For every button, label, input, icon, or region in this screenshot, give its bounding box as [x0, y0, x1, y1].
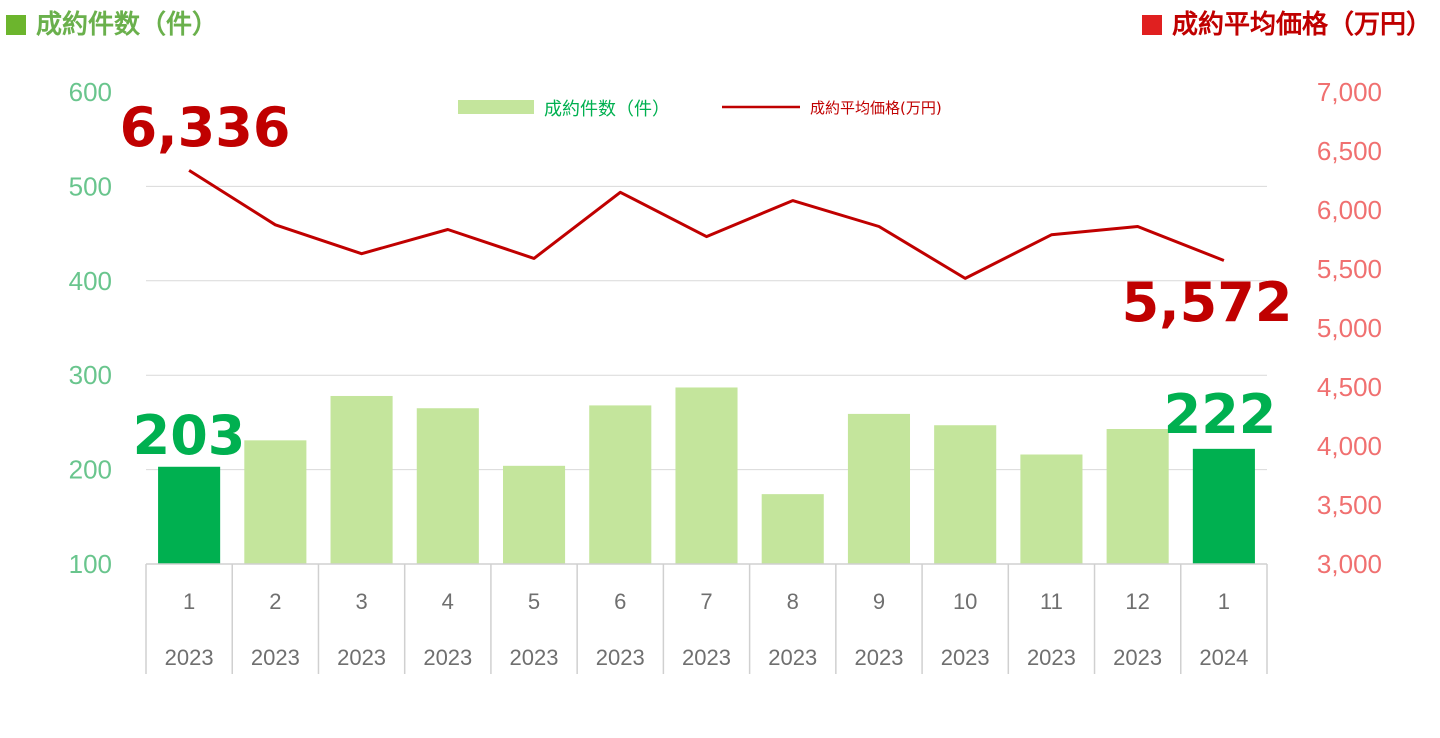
month-label: 1: [1218, 589, 1230, 614]
category-axis-table: 1 2023 2 2023 3 2023 4 2023 5 2023 6 2023 7 2023 8 2023…: [145, 563, 1268, 674]
year-label: 2023: [596, 645, 645, 670]
bar: [502, 465, 566, 564]
left-axis-title: 成約件数（件）: [6, 4, 218, 41]
right-tick-label: 3,000: [1317, 549, 1382, 579]
year-label: 2023: [423, 645, 472, 670]
year-label: 2023: [165, 645, 214, 670]
left-tick-label: 300: [69, 360, 112, 390]
annotation-last-count: 222: [1164, 383, 1277, 446]
legend-bar-label: 成約件数（件）: [544, 99, 670, 120]
left-tick-label: 500: [69, 171, 112, 201]
right-axis-title: 成約平均価格（万円）: [1141, 4, 1432, 41]
bar: [158, 466, 221, 564]
bar: [1106, 429, 1169, 564]
line-series: [188, 169, 1225, 280]
green-square-icon: [6, 15, 26, 35]
value-annotations: 6,336 5,572 203 222: [120, 96, 1293, 467]
right-tick-label: 5,500: [1317, 254, 1382, 284]
month-label: 9: [873, 589, 885, 614]
bar: [847, 413, 911, 564]
bar: [675, 387, 738, 564]
year-label: 2023: [1027, 645, 1076, 670]
month-label: 12: [1125, 589, 1149, 614]
right-tick-label: 4,500: [1317, 372, 1382, 402]
right-tick-label: 3,500: [1317, 490, 1382, 520]
month-label: 7: [700, 589, 712, 614]
bar: [1020, 454, 1083, 564]
bar: [416, 408, 479, 564]
month-label: 10: [953, 589, 977, 614]
year-label: 2024: [1199, 645, 1248, 670]
left-tick-label: 600: [69, 77, 112, 107]
legend: 成約件数（件） 成約平均価格(万円): [458, 99, 942, 120]
month-label: 11: [1040, 589, 1063, 614]
right-tick-label: 6,500: [1317, 136, 1382, 166]
month-label: 8: [787, 589, 799, 614]
year-label: 2023: [941, 645, 990, 670]
month-label: 6: [614, 589, 626, 614]
right-tick-label: 4,000: [1317, 431, 1382, 461]
right-tick-label: 7,000: [1317, 77, 1382, 107]
bar: [244, 440, 307, 564]
bar: [1192, 448, 1255, 564]
bar: [934, 425, 997, 564]
year-label: 2023: [768, 645, 817, 670]
left-tick-label: 400: [69, 266, 112, 296]
annotation-first-price: 6,336: [120, 96, 291, 159]
month-label: 3: [355, 589, 367, 614]
left-tick-label: 100: [69, 549, 112, 579]
annotation-last-price: 5,572: [1122, 271, 1293, 334]
red-square-icon: [1141, 15, 1162, 35]
bar: [330, 395, 393, 564]
year-label: 2023: [682, 645, 731, 670]
month-label: 5: [528, 589, 540, 614]
annotation-first-count: 203: [133, 404, 246, 467]
month-label: 4: [442, 589, 454, 614]
bar: [761, 494, 824, 564]
legend-line-label: 成約平均価格(万円): [810, 99, 942, 117]
year-label: 2023: [337, 645, 386, 670]
year-label: 2023: [251, 645, 300, 670]
month-label: 1: [183, 589, 195, 614]
legend-bar-swatch: [458, 100, 534, 114]
year-label: 2023: [854, 645, 903, 670]
year-label: 2023: [1113, 645, 1162, 670]
right-tick-label: 5,000: [1317, 313, 1382, 343]
right-tick-label: 6,000: [1317, 195, 1382, 225]
right-axis-ticks: 3,000 3,500 4,000 4,500 5,000 5,500 6,000 6,500…: [1317, 77, 1382, 579]
bar-series: [158, 387, 1255, 564]
year-label: 2023: [510, 645, 559, 670]
left-axis-ticks: 100 200 300 400 500 600: [69, 77, 112, 579]
price-line: [188, 169, 1225, 280]
bar: [589, 405, 652, 564]
left-tick-label: 200: [69, 455, 112, 485]
month-label: 2: [269, 589, 281, 614]
